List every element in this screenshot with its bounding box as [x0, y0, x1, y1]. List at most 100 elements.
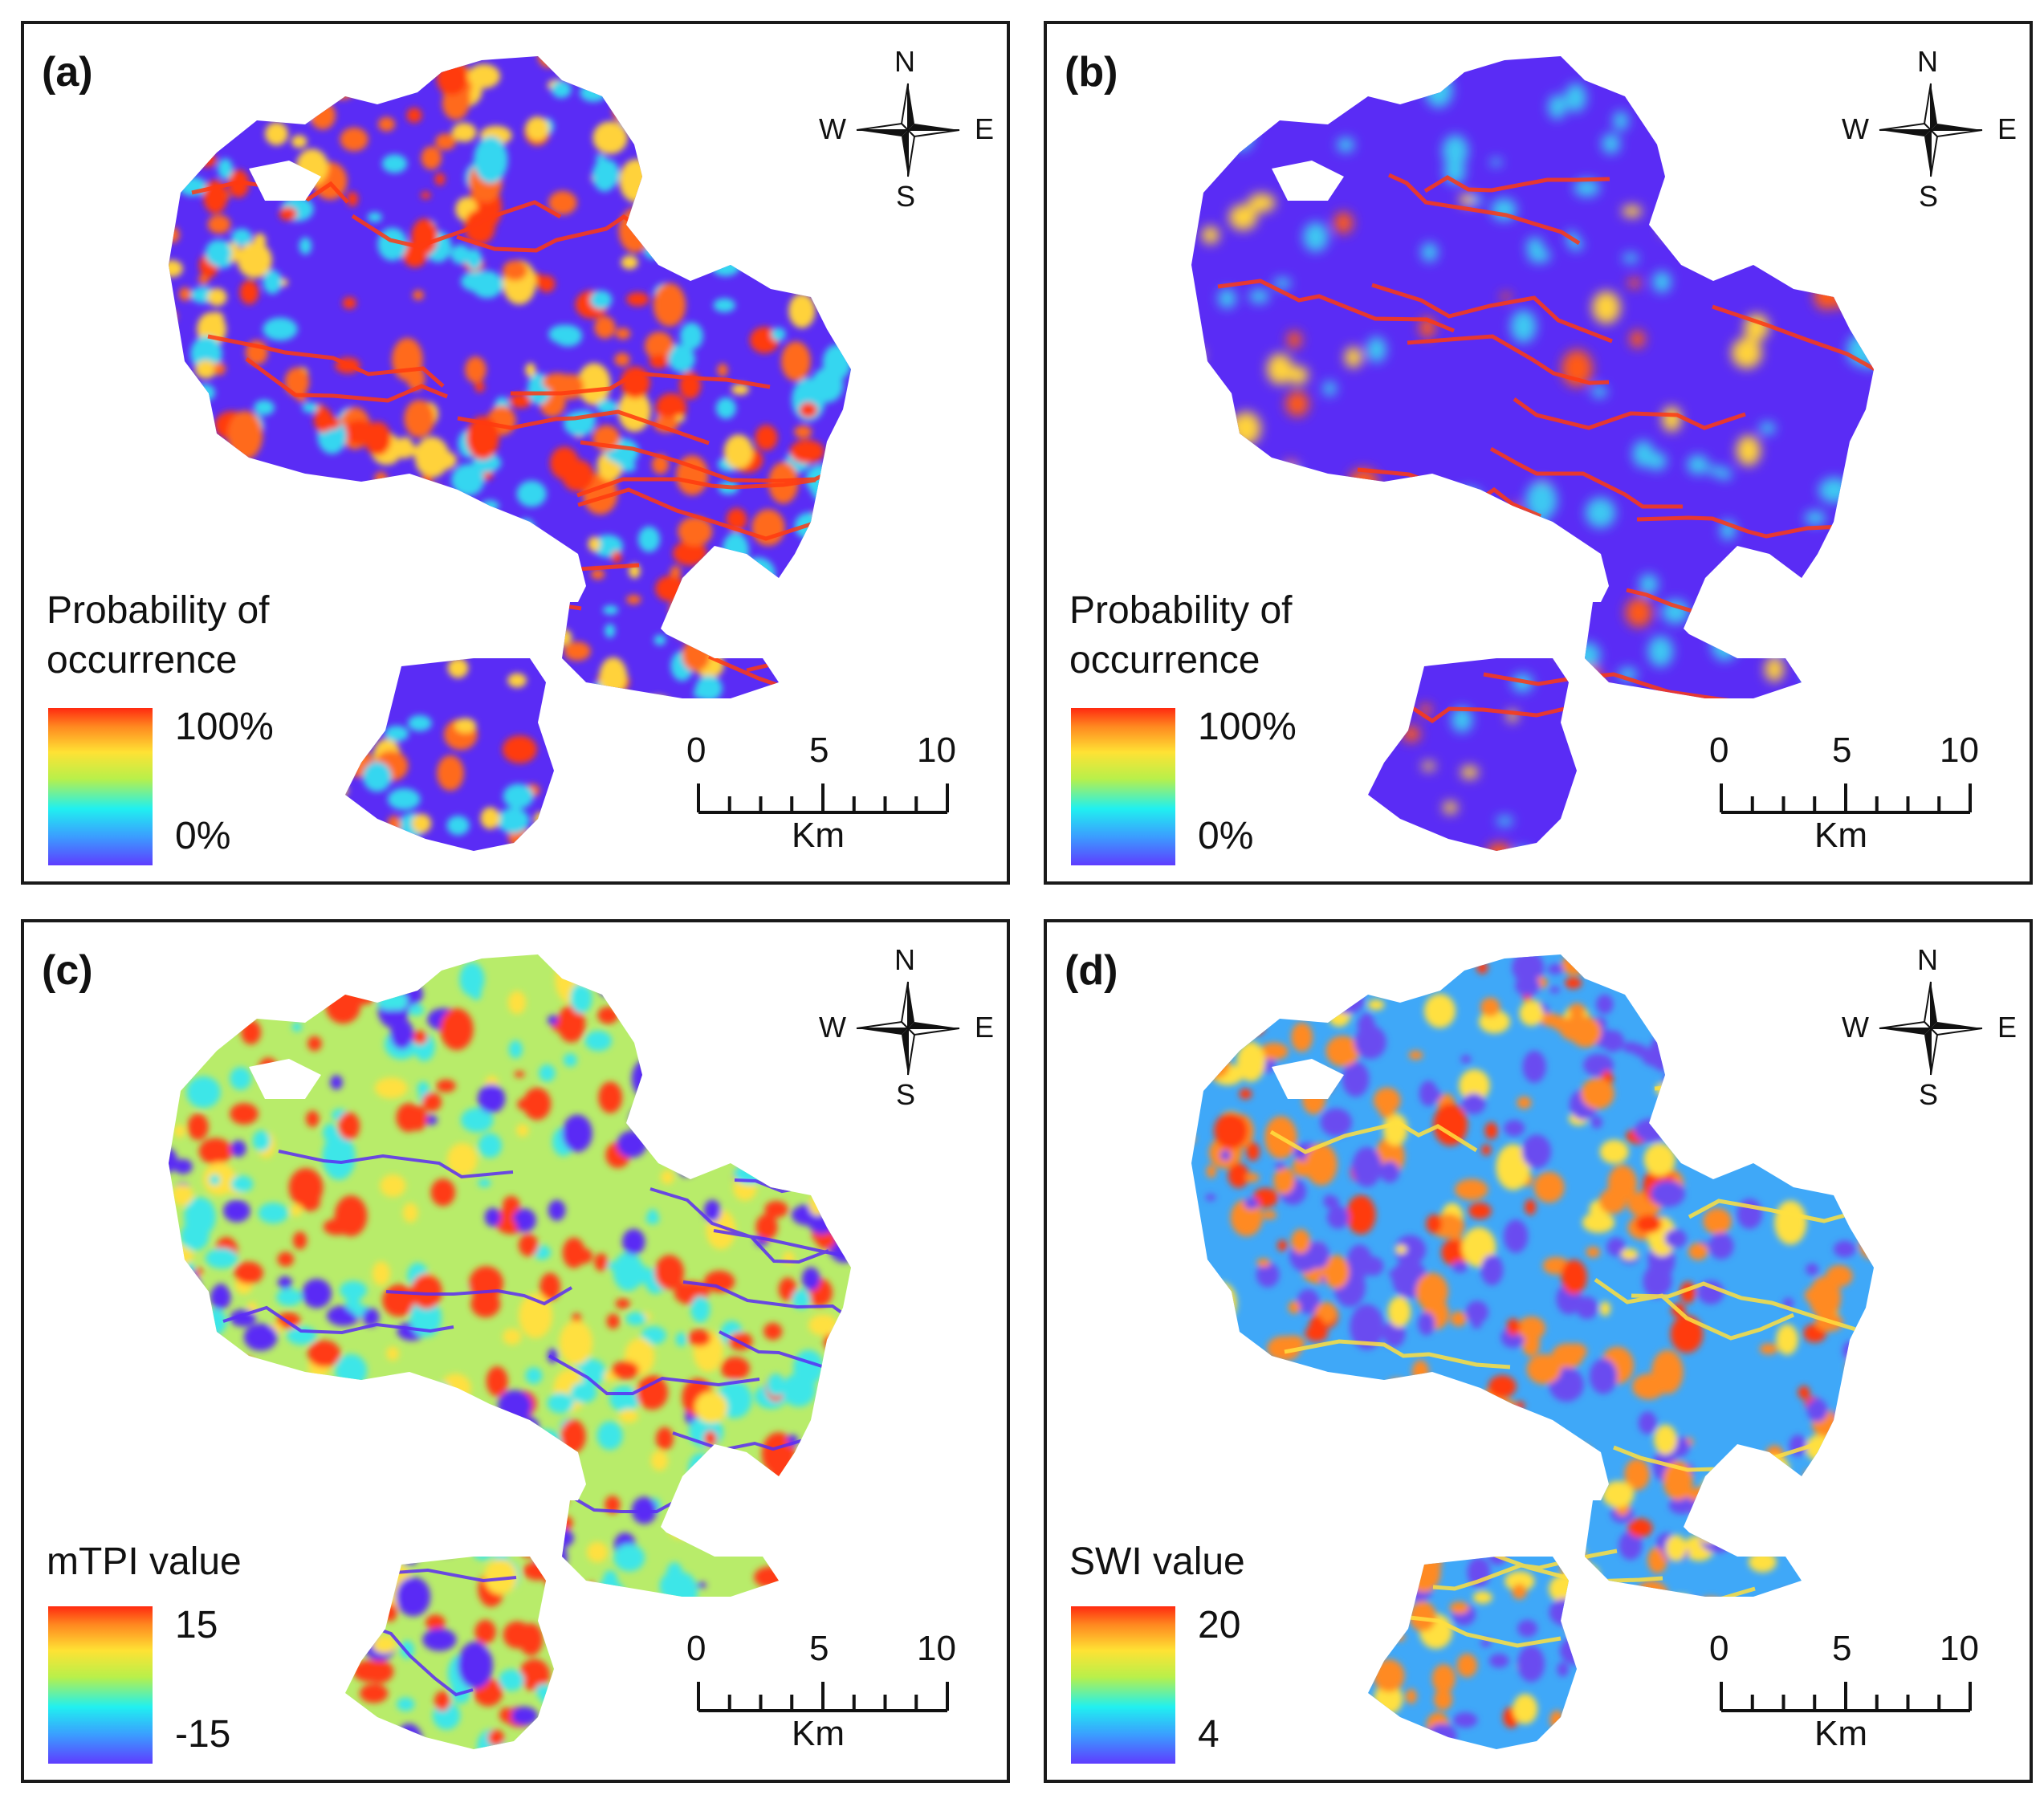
- raster-cell: [558, 56, 594, 80]
- raster-cell: [1644, 1738, 1669, 1749]
- raster-cell: [1472, 1459, 1500, 1496]
- raster-cell: [342, 296, 356, 310]
- raster-cell: [525, 1367, 543, 1385]
- raster-cell: [460, 1410, 486, 1431]
- raster-cell: [1415, 1272, 1448, 1311]
- raster-cell: [560, 1516, 573, 1530]
- raster-cell: [155, 817, 167, 825]
- raster-cell: [1480, 1254, 1504, 1286]
- channel-line: [1217, 279, 1455, 333]
- raster-cell: [1784, 229, 1798, 240]
- raster-cell: [1256, 1262, 1280, 1288]
- raster-cell: [227, 410, 263, 460]
- raster-cell: [411, 813, 432, 833]
- raster-cell: [1323, 1255, 1350, 1289]
- raster-cell: [619, 159, 654, 203]
- raster-cell: [335, 1353, 368, 1388]
- raster-cell: [809, 209, 837, 233]
- raster-map: [1191, 954, 1874, 1749]
- raster-cell: [190, 470, 224, 501]
- raster-cell: [235, 496, 261, 513]
- raster-cell: [474, 136, 508, 184]
- raster-cell: [627, 1605, 656, 1624]
- raster-cell: [721, 130, 755, 160]
- raster-cell: [1387, 1378, 1407, 1391]
- raster-cell: [596, 1676, 619, 1702]
- raster-cell: [525, 363, 536, 378]
- raster-cell: [1733, 616, 1754, 633]
- raster-cell: [1472, 1591, 1492, 1604]
- raster-cell: [1346, 1194, 1376, 1235]
- raster-cell: [169, 1484, 180, 1492]
- raster-cell: [1476, 1435, 1498, 1459]
- raster-cell: [1566, 1343, 1587, 1360]
- raster-cell: [814, 1121, 834, 1146]
- raster-cell: [786, 76, 803, 100]
- raster-cell: [822, 1460, 835, 1471]
- raster-cell: [470, 638, 483, 653]
- raster-cell: [380, 1174, 406, 1198]
- raster-cell: [1231, 411, 1261, 446]
- raster-cell: [1291, 1229, 1311, 1254]
- raster-cell: [255, 1736, 279, 1749]
- raster-cell: [1818, 637, 1833, 658]
- raster-cell: [1664, 1229, 1688, 1248]
- raster-cell: [1467, 1433, 1489, 1449]
- raster-cell: [178, 479, 200, 494]
- raster-cell: [1199, 1671, 1231, 1703]
- raster-cell: [771, 1104, 796, 1121]
- raster-cell: [1799, 1516, 1810, 1526]
- raster-cell: [703, 1199, 721, 1223]
- raster-cell: [1704, 1039, 1741, 1061]
- raster-cell: [338, 1112, 360, 1141]
- raster-cell: [499, 1707, 513, 1723]
- raster-cell: [625, 1312, 647, 1326]
- channel-line: [1284, 1339, 1511, 1369]
- raster-cell: [1522, 1050, 1546, 1084]
- raster-cell: [291, 1022, 302, 1032]
- raster-cell: [826, 659, 849, 674]
- raster-cell: [1513, 1451, 1525, 1464]
- raster-cell: [298, 502, 316, 521]
- raster-cell: [292, 1231, 307, 1250]
- compass-point: [856, 122, 910, 131]
- raster-cell: [1613, 111, 1629, 131]
- raster-cell: [1456, 1653, 1478, 1678]
- raster-cell: [1622, 958, 1636, 972]
- raster-cell: [205, 239, 232, 267]
- scale-tick-10: 10: [917, 1629, 956, 1668]
- raster-cell: [1750, 169, 1781, 199]
- scale-unit: Km: [1814, 1714, 1867, 1753]
- raster-cell: [307, 1340, 341, 1368]
- raster-cell: [1354, 1025, 1386, 1060]
- raster-cell: [1198, 1427, 1219, 1448]
- raster-cell: [1431, 1467, 1460, 1486]
- raster-cell: [570, 1687, 598, 1723]
- raster-cell: [250, 838, 272, 851]
- raster-cell: [824, 674, 841, 694]
- raster-cell: [195, 384, 215, 401]
- nodata-hole: [1272, 1059, 1344, 1099]
- panel-label: (b): [1065, 49, 1118, 96]
- raster-cell: [1402, 726, 1421, 743]
- raster-cell: [1649, 1034, 1676, 1072]
- raster-cell: [1777, 954, 1802, 964]
- raster-cell: [723, 434, 754, 470]
- raster-cell: [421, 475, 433, 488]
- raster-cell: [636, 1375, 669, 1410]
- raster-cell: [806, 1557, 827, 1581]
- raster-cell: [454, 718, 477, 734]
- raster-cell: [502, 735, 537, 763]
- raster-cell: [413, 290, 424, 300]
- raster-cell: [1453, 1712, 1478, 1728]
- raster-cell: [1267, 1336, 1301, 1361]
- raster-cell: [1688, 1623, 1704, 1645]
- raster-cell: [1622, 205, 1643, 218]
- raster-cell: [430, 1178, 456, 1207]
- raster-cell: [421, 146, 442, 170]
- raster-cell: [1809, 185, 1840, 212]
- raster-cell: [288, 1519, 305, 1532]
- raster-cell: [1220, 1150, 1231, 1161]
- raster-cell: [451, 464, 485, 496]
- raster-cell: [1636, 1691, 1652, 1713]
